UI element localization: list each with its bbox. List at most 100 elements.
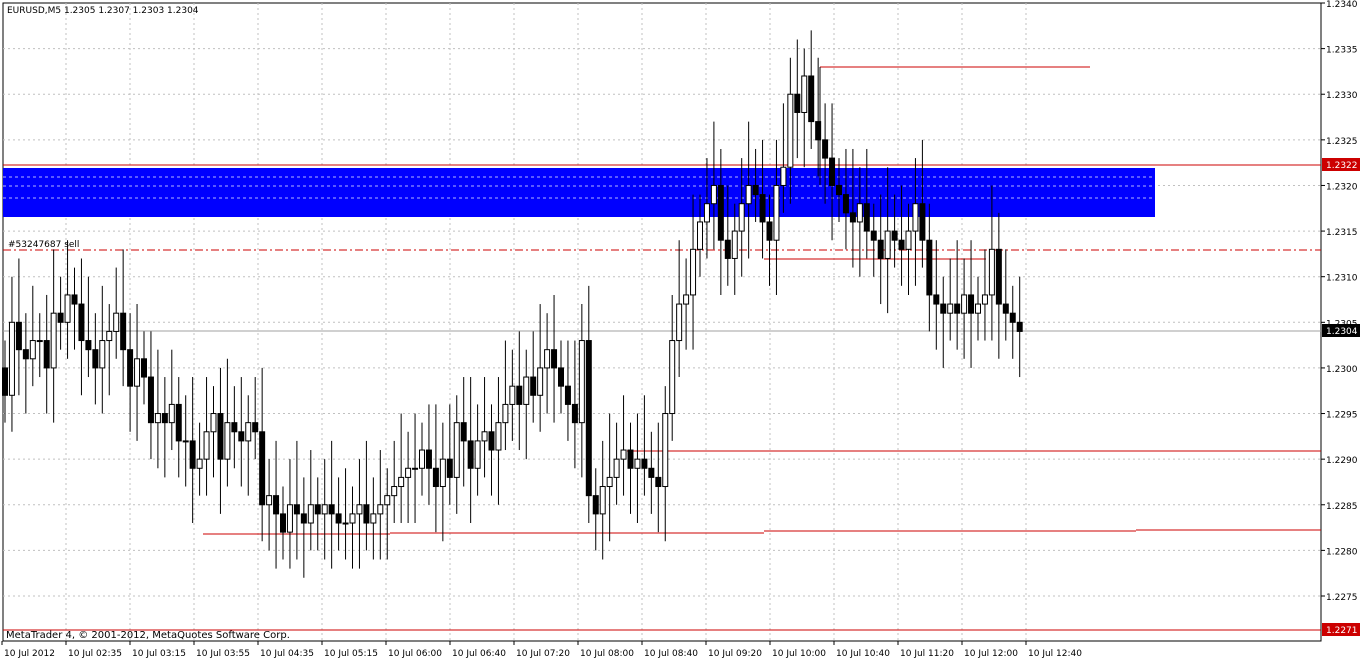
candle-bear: [147, 376, 154, 424]
candle-bull: [307, 504, 314, 524]
candle-bear: [551, 349, 558, 369]
candle-bear: [467, 440, 474, 469]
time-axis-label: 10 Jul 04:35: [260, 649, 314, 659]
time-axis-label: 10 Jul 03:55: [196, 649, 250, 659]
candle-bear: [891, 230, 898, 241]
candle-bear: [231, 422, 238, 433]
candle-bear: [863, 203, 870, 232]
candle-bear: [870, 230, 877, 241]
candle-bear: [161, 413, 168, 424]
candle-bull: [453, 422, 460, 478]
candle-bull: [988, 248, 995, 296]
time-axis-label: 10 Jul 2012: [4, 649, 55, 659]
candle-bear: [926, 239, 933, 296]
candle-bear: [85, 340, 92, 351]
time-axis-label: 10 Jul 06:40: [452, 649, 506, 659]
level-lines: [3, 66, 1321, 631]
chart-grid: [3, 3, 1321, 641]
candle-bull: [182, 440, 189, 443]
chart-plot-area[interactable]: [2, 2, 1322, 642]
candle-bear: [425, 449, 432, 469]
candle-bear: [71, 294, 78, 305]
candle-bear: [328, 504, 335, 515]
candle-bear: [717, 184, 724, 241]
candle-bull: [8, 321, 15, 396]
candle-bull: [773, 184, 780, 241]
time-axis-label: 10 Jul 10:00: [772, 649, 826, 659]
candle-bull: [703, 203, 710, 223]
candle-bear: [724, 239, 731, 259]
candle-bull: [738, 203, 745, 232]
candle-bear: [822, 139, 829, 159]
candle-bull: [168, 403, 175, 424]
candle-bull: [245, 422, 252, 442]
candle-bear: [1016, 321, 1023, 332]
candle-bull: [196, 458, 203, 469]
candle-bear: [829, 157, 836, 186]
candle-bull: [134, 358, 141, 387]
time-axis-label: 10 Jul 05:15: [324, 649, 378, 659]
price-axis-label: 1.2320: [1326, 182, 1358, 192]
candle-bear: [488, 431, 495, 451]
candle-bear: [655, 476, 662, 488]
candle-bull: [780, 166, 787, 186]
candle-bear: [759, 194, 766, 223]
candle-bear: [627, 449, 634, 469]
candle-bear: [280, 513, 286, 533]
candle-bear: [22, 349, 29, 360]
candle-bull: [495, 422, 502, 451]
candle-bull: [99, 340, 106, 369]
lower-line-price-tag-bg: [1322, 623, 1360, 636]
price-axis-label: 1.2340: [1326, 0, 1358, 10]
time-axis-label: 10 Jul 06:00: [388, 649, 442, 659]
candle-bull: [613, 458, 620, 478]
supply-zone-rectangle: [3, 168, 1155, 217]
candle-bull: [50, 312, 57, 369]
candle-bull: [349, 513, 356, 524]
candle-bull: [975, 303, 981, 314]
candle-bull: [669, 340, 676, 415]
candle-bull: [523, 376, 530, 405]
candle-bull: [419, 449, 425, 469]
candle-bull: [474, 440, 481, 469]
candle-bear: [363, 504, 370, 524]
candle-bull: [29, 340, 36, 360]
candle-bull: [544, 349, 551, 369]
candle-bear: [571, 403, 578, 424]
time-axis: 10 Jul 2012 10 Jul 02:35 10 Jul 03:15 10 Ju…: [1, 641, 1082, 659]
price-axis-label: 1.2295: [1326, 411, 1358, 421]
candle-bear: [252, 422, 259, 433]
candle-bull: [697, 221, 703, 250]
candle-bull: [884, 230, 891, 259]
candle-bull: [321, 504, 328, 515]
candle-bear: [2, 367, 8, 396]
candle-bear: [273, 495, 280, 515]
candle-bull: [947, 303, 954, 314]
candle-bull: [342, 522, 349, 525]
candle-bear: [238, 431, 245, 442]
candle-bear: [460, 422, 467, 442]
time-axis-label: 10 Jul 07:20: [516, 649, 570, 659]
candle-bull: [391, 486, 398, 497]
candle-bear: [564, 385, 571, 405]
candle-bull: [481, 431, 488, 442]
candle-bear: [849, 212, 856, 223]
candle-bull: [634, 458, 641, 469]
candle-bull: [731, 230, 738, 259]
candle-bear: [15, 321, 22, 351]
candle-bear: [120, 312, 127, 351]
candle-bull: [981, 294, 988, 305]
candle-bear: [968, 294, 975, 314]
candle-bear: [933, 294, 940, 305]
candle-bear: [432, 467, 439, 488]
candle-bull: [578, 340, 585, 424]
price-axis-label: 1.2315: [1326, 228, 1358, 238]
candle-bull: [599, 486, 606, 515]
candle-bear: [585, 340, 592, 497]
candle-bull: [106, 330, 113, 342]
candle-bull: [961, 294, 968, 314]
candle-bear: [836, 184, 842, 196]
candle-bear: [259, 431, 266, 506]
candle-bear: [530, 376, 537, 396]
